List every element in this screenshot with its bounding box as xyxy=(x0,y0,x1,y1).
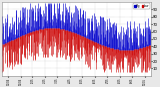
Legend: Hig, Low: Hig, Low xyxy=(133,3,150,9)
